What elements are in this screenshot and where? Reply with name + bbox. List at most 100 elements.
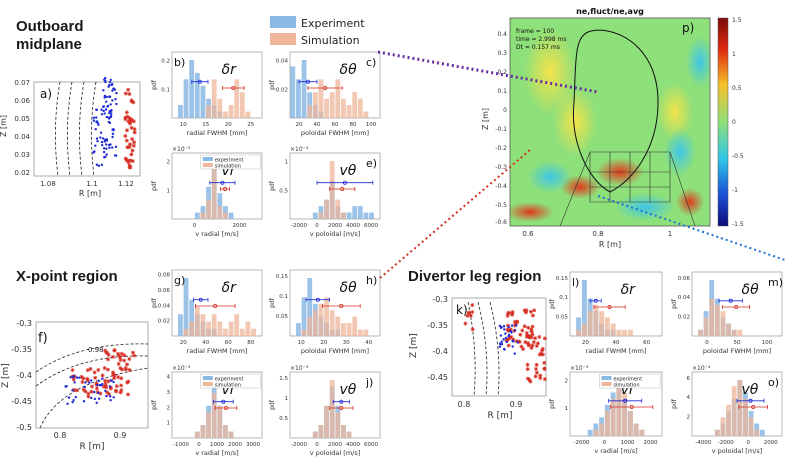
scatter-point bbox=[106, 357, 111, 362]
scatter-point bbox=[82, 400, 86, 403]
scatter-point bbox=[97, 391, 100, 395]
y-tick-label: 0.1 bbox=[161, 87, 170, 93]
experiment-bar bbox=[593, 423, 599, 436]
panel-symbol: δr bbox=[621, 282, 637, 298]
y-tick-label: 0.05 bbox=[276, 314, 289, 320]
simulation-bar bbox=[234, 79, 240, 118]
scatter-point bbox=[522, 324, 527, 329]
scatter-point bbox=[105, 367, 110, 372]
scatter-point bbox=[130, 137, 135, 142]
scatter-point bbox=[119, 388, 124, 393]
x-tick-label: 2000 bbox=[328, 223, 342, 229]
svg-text:-0.4: -0.4 bbox=[432, 347, 448, 356]
scatter-point bbox=[97, 164, 101, 168]
svg-text:Z [m]: Z [m] bbox=[0, 115, 8, 137]
x-tick-label: 0 bbox=[603, 440, 607, 446]
legend-experiment-swatch bbox=[270, 16, 296, 28]
x-tick-label: 1000 bbox=[621, 440, 635, 446]
scatter-point bbox=[538, 376, 543, 381]
simulation-bar bbox=[211, 314, 217, 336]
scatter-point bbox=[542, 366, 547, 371]
scatter-point bbox=[108, 385, 112, 388]
svg-text:1.08: 1.08 bbox=[40, 180, 56, 188]
simulation-bar bbox=[312, 310, 318, 336]
svg-text:0.3: 0.3 bbox=[497, 50, 507, 57]
scatter-point bbox=[97, 397, 101, 400]
scatter-point bbox=[105, 115, 109, 119]
svg-text:-0.5: -0.5 bbox=[495, 202, 507, 209]
simulation-bar bbox=[352, 92, 358, 118]
x-axis-label: v poloidal [m/s] bbox=[310, 449, 361, 457]
scatter-point bbox=[498, 345, 502, 348]
scatter-point bbox=[508, 327, 513, 332]
svg-text:0.9: 0.9 bbox=[114, 431, 127, 440]
scatter-point bbox=[534, 366, 539, 371]
x-tick-label: 20 bbox=[180, 340, 187, 346]
scatter-point bbox=[96, 368, 101, 373]
scatter-point bbox=[85, 378, 90, 383]
svg-text:0.8: 0.8 bbox=[592, 230, 603, 238]
panel-letter: g) bbox=[174, 274, 185, 287]
x-axis-label: v radial [m/s] bbox=[594, 447, 637, 455]
scatter-point bbox=[463, 321, 468, 326]
simulation-bar bbox=[329, 161, 335, 219]
scatter-point bbox=[525, 362, 530, 367]
y-axis-label: pdf bbox=[549, 298, 556, 309]
scatter-point bbox=[132, 353, 137, 358]
scatter-point bbox=[109, 379, 112, 382]
simulation-bar bbox=[604, 411, 610, 436]
simulation-bar bbox=[189, 321, 195, 336]
x-tick-label: 2000 bbox=[328, 442, 342, 448]
scatter-point bbox=[534, 362, 539, 367]
svg-text:R [m]: R [m] bbox=[599, 240, 621, 249]
scatter-point bbox=[526, 343, 531, 348]
scatter-point bbox=[116, 375, 121, 380]
experiment-errorbar bbox=[718, 298, 743, 303]
simulation-bar bbox=[627, 411, 633, 436]
simulation-bar bbox=[346, 323, 352, 336]
scatter-point bbox=[103, 156, 106, 159]
scatter-point bbox=[123, 91, 128, 96]
simulation-bar bbox=[737, 329, 743, 336]
x-tick-label: 100 bbox=[366, 122, 377, 128]
scatter-point bbox=[509, 329, 512, 333]
scatter-point bbox=[530, 313, 535, 318]
x-tick-label: 2000 bbox=[228, 442, 242, 448]
x-axis-label: v poloidal [m/s] bbox=[310, 230, 361, 238]
scatter-point bbox=[86, 394, 91, 399]
x-tick-label: 40 bbox=[365, 340, 372, 346]
scatter-point bbox=[131, 143, 136, 148]
simulation-bar bbox=[200, 425, 206, 438]
scatter-point bbox=[78, 376, 81, 379]
simulation-bar bbox=[720, 311, 726, 336]
scatter-point bbox=[95, 116, 98, 119]
simulation-bar bbox=[217, 405, 223, 438]
x-tick-label: -2000 bbox=[291, 223, 307, 229]
simulation-bar bbox=[245, 111, 251, 118]
svg-text:Z [m]: Z [m] bbox=[409, 333, 419, 358]
scatter-point bbox=[502, 338, 505, 341]
scatter-point bbox=[92, 370, 97, 375]
scatter-point bbox=[518, 332, 523, 337]
simulation-bar bbox=[217, 98, 223, 118]
experiment-bar bbox=[189, 299, 195, 336]
scatter-point bbox=[108, 95, 111, 99]
svg-text:R [m]: R [m] bbox=[80, 442, 105, 452]
simulation-errorbar bbox=[610, 405, 654, 410]
scatter-point bbox=[533, 336, 538, 341]
scatter-point bbox=[111, 370, 116, 375]
svg-text:0.02: 0.02 bbox=[14, 169, 30, 177]
y-tick-label: 1.5 bbox=[279, 376, 288, 382]
scatter-point bbox=[132, 130, 137, 135]
scatter-point bbox=[88, 366, 93, 371]
svg-text:-0.4: -0.4 bbox=[495, 183, 507, 190]
scatter-point bbox=[500, 340, 503, 343]
x-tick-label: 0 bbox=[747, 440, 751, 446]
simulation-bar bbox=[352, 316, 358, 336]
scatter-point bbox=[465, 313, 470, 318]
scatter-point bbox=[124, 110, 129, 115]
simulation-bar bbox=[329, 92, 335, 118]
simulation-errorbar bbox=[738, 405, 768, 410]
experiment-bar bbox=[346, 212, 352, 219]
simulation-errorbar bbox=[214, 406, 238, 411]
